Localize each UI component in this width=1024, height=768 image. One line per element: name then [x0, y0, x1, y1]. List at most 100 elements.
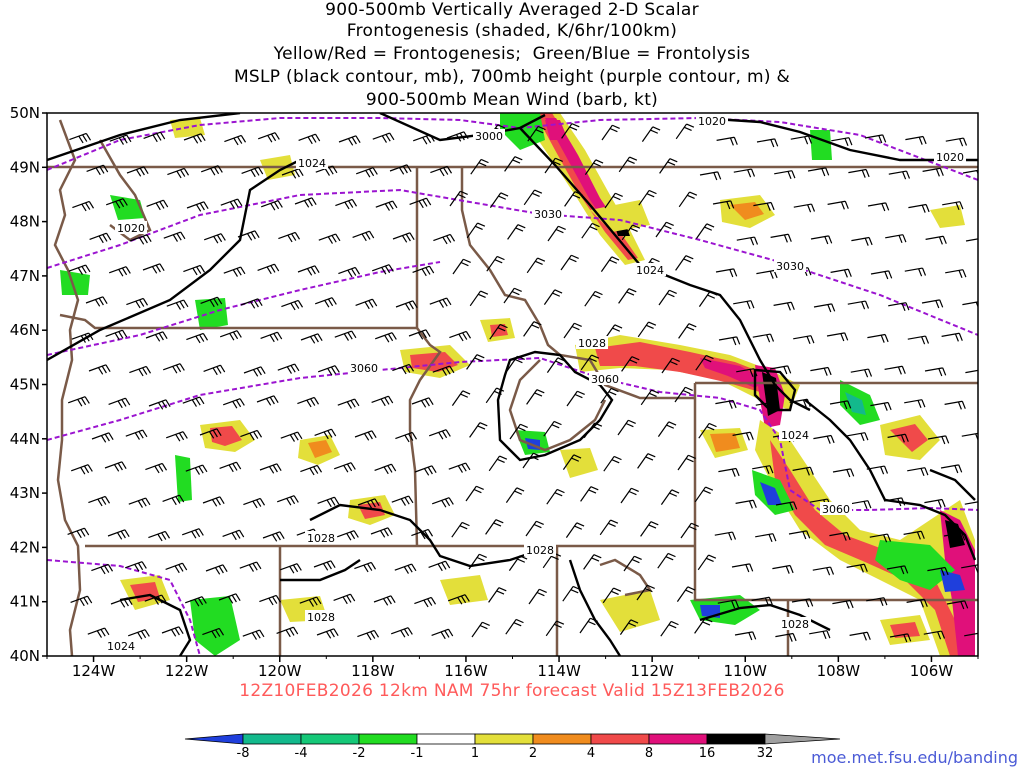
colorbar-swatch	[184, 733, 244, 745]
wind-barb	[886, 565, 909, 575]
wind-barb	[793, 203, 816, 213]
wind-barb	[447, 594, 470, 605]
wind-barb	[661, 357, 680, 374]
wind-barb	[904, 267, 927, 277]
wind-barb	[870, 270, 893, 280]
wind-barb	[640, 389, 660, 406]
height-label: 3060	[591, 373, 619, 386]
wind-barb	[241, 166, 264, 178]
wind-barb	[446, 131, 469, 142]
wind-barb	[505, 618, 524, 635]
wind-barb	[678, 323, 697, 339]
wind-barb	[276, 626, 299, 638]
wind-barb	[699, 171, 722, 181]
wind-barb	[411, 397, 434, 408]
wind-barb	[813, 303, 836, 313]
wind-barb	[278, 231, 301, 243]
wind-barb	[163, 231, 186, 242]
wind-barb	[870, 401, 892, 411]
wind-barb	[712, 200, 735, 210]
height-label: 3030	[776, 260, 804, 273]
wind-barb	[334, 330, 357, 341]
wind-barb	[698, 422, 717, 439]
wind-barb	[831, 137, 853, 147]
wind-barb	[849, 631, 871, 641]
wind-barb	[544, 157, 563, 174]
wind-barb	[562, 585, 581, 602]
wind-barb	[565, 522, 585, 538]
wind-barb	[659, 158, 678, 174]
source-url[interactable]: moe.met.fsu.edu/banding	[811, 748, 1018, 767]
wind-barb	[657, 552, 676, 569]
wind-barb	[790, 135, 813, 145]
colorbar-label: 2	[529, 746, 537, 761]
mslp-label: 1028	[307, 532, 335, 545]
wind-barb	[297, 396, 320, 408]
colorbar-label: -8	[237, 746, 250, 761]
wind-barb	[395, 300, 418, 311]
wind-barb	[770, 233, 792, 243]
wind-barb	[675, 255, 694, 271]
wind-barb	[87, 627, 110, 638]
wind-barb	[774, 170, 796, 180]
wind-barb	[563, 322, 582, 339]
wind-barb	[718, 467, 740, 477]
wind-barb	[242, 629, 265, 640]
height-label: 3060	[350, 362, 378, 375]
wind-barb	[298, 133, 321, 145]
wind-barb	[240, 429, 263, 441]
wind-barb	[927, 566, 949, 576]
wind-barbs	[67, 123, 978, 643]
wind-barb	[965, 369, 978, 374]
wind-barb	[355, 298, 378, 310]
wind-barb	[940, 464, 963, 474]
wind-barb	[813, 434, 835, 444]
wind-barb	[509, 423, 528, 440]
wind-barb	[129, 365, 152, 377]
wind-barb	[243, 497, 266, 509]
wind-barb	[752, 333, 775, 343]
wind-barb	[297, 265, 320, 276]
lon-tick-label: 124W	[72, 662, 116, 680]
wind-barb	[88, 364, 111, 375]
wind-barb	[675, 123, 695, 140]
colorbar-label: 1	[471, 746, 479, 761]
lon-tick-label: 112W	[630, 662, 674, 680]
wind-barb	[655, 221, 674, 238]
lat-tick-label: 43N	[10, 484, 40, 502]
wind-barb	[392, 363, 415, 375]
lat-tick-label: 48N	[10, 213, 40, 231]
wind-barb	[788, 530, 811, 540]
wind-barb	[409, 197, 432, 209]
wind-barb	[108, 397, 131, 409]
wind-barb	[412, 265, 435, 277]
wind-barb	[372, 132, 395, 143]
wind-barb	[523, 321, 542, 337]
wind-barb	[717, 599, 740, 609]
wind-barb	[716, 136, 738, 146]
wind-barb	[109, 134, 132, 145]
wind-barb	[86, 164, 109, 176]
wind-barb	[907, 467, 929, 477]
wind-barb	[352, 230, 375, 242]
wind-barb	[67, 527, 90, 539]
wind-barb	[448, 462, 471, 473]
wind-barb	[107, 529, 130, 540]
wind-barb	[775, 501, 798, 511]
wind-barb	[584, 159, 604, 175]
wind-barb	[601, 124, 620, 141]
wind-barb	[162, 363, 185, 374]
wind-barb	[755, 533, 777, 543]
wind-barb	[313, 560, 336, 571]
wind-barb	[183, 264, 206, 276]
wind-barb	[641, 126, 661, 142]
wind-barb	[371, 395, 394, 407]
lon-tick-label: 110W	[724, 662, 768, 680]
mslp-label: 1028	[526, 544, 554, 557]
wind-barb	[485, 519, 504, 535]
wind-barb	[583, 422, 603, 439]
colorbar-label: -4	[295, 746, 308, 761]
wind-barb	[694, 618, 713, 634]
wind-barb	[752, 465, 774, 475]
wind-barb	[903, 530, 925, 540]
